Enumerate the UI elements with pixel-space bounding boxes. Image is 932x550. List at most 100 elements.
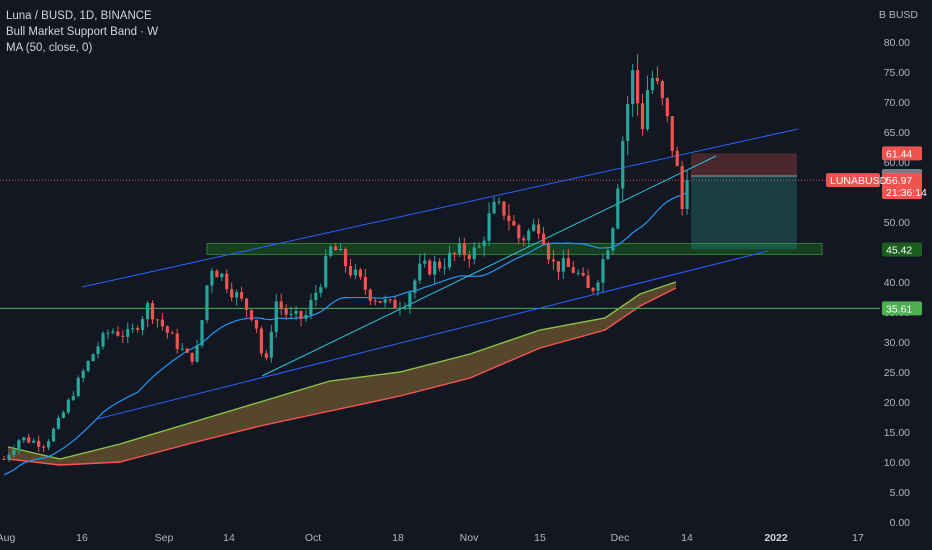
candle (235, 289, 239, 306)
candle-body (487, 213, 491, 241)
candle-body (532, 224, 536, 231)
candle-body (368, 289, 372, 301)
candle-body (348, 266, 353, 276)
candle (56, 415, 61, 430)
candle (670, 116, 674, 158)
candle (358, 267, 362, 281)
y-tick-label: 15.00 (884, 427, 910, 439)
candle (373, 297, 377, 306)
candle-body (685, 180, 689, 210)
candle-body (284, 308, 288, 315)
candle (423, 252, 427, 268)
candle (116, 326, 120, 337)
candle-body (403, 307, 407, 309)
candle-body (71, 396, 75, 400)
x-tick-label: 14 (223, 532, 235, 544)
candle (200, 319, 204, 348)
candle-body (551, 259, 556, 262)
candle (334, 243, 338, 251)
y-tick-label: 0.00 (890, 517, 911, 529)
indicator-bull-band[interactable]: Bull Market Support Band · W (6, 26, 159, 38)
candle-body (66, 399, 70, 413)
candle (86, 360, 90, 373)
y-tick-label: 65.00 (884, 127, 910, 139)
candle-body (210, 270, 214, 286)
candle (289, 306, 293, 319)
candle-body (106, 332, 110, 334)
candle-body (46, 441, 51, 448)
candle-body (398, 307, 402, 309)
candle (131, 323, 135, 334)
candle (37, 435, 41, 452)
candle (190, 352, 194, 366)
y-tick-label: 5.00 (890, 487, 911, 499)
candle (492, 196, 496, 215)
candle (101, 330, 105, 350)
price-tag-35.61: 35.61 (882, 301, 922, 316)
candle (170, 330, 174, 334)
candle (12, 445, 16, 459)
support-zone (206, 242, 823, 255)
y-tick-label: 75.00 (884, 67, 910, 79)
candle-body (497, 201, 501, 203)
candle-body (329, 246, 333, 256)
candle (46, 439, 51, 451)
candle-body (121, 335, 125, 337)
candle-body (314, 292, 318, 301)
x-tick-label: 14 (681, 532, 693, 544)
price-tag-label: 45.42 (886, 244, 912, 256)
candle-body (601, 259, 605, 283)
candle (299, 310, 303, 327)
candle (319, 283, 323, 298)
candle-body (244, 298, 249, 310)
candle-body (388, 299, 392, 301)
y-tick-label: 20.00 (884, 397, 910, 409)
symbol-title[interactable]: Luna / BUSD, 1D, BINANCE (6, 10, 152, 22)
candle-body (27, 437, 31, 443)
candle (368, 288, 372, 306)
candle (160, 313, 164, 331)
candle (329, 244, 333, 259)
candle-body (611, 228, 615, 251)
candle (680, 160, 684, 216)
candle (141, 315, 145, 336)
candle (353, 263, 358, 280)
candle (22, 436, 26, 443)
candle (388, 298, 392, 304)
candle (279, 293, 283, 316)
candle (527, 228, 531, 247)
candle-body (22, 437, 26, 441)
y-tick-label: 25.00 (884, 367, 910, 379)
candle-body (91, 354, 95, 362)
candle-body (586, 275, 590, 289)
candle-body (339, 248, 343, 251)
candle (42, 444, 46, 453)
candle (2, 456, 6, 460)
candle-body (423, 260, 427, 264)
candle (576, 269, 580, 276)
candle (467, 251, 471, 268)
candle-body (220, 273, 224, 278)
indicator-ma[interactable]: MA (50, close, 0) (6, 42, 93, 54)
candle-body (96, 346, 100, 355)
candle (210, 267, 214, 294)
candle-body (556, 261, 560, 272)
candle (150, 300, 155, 325)
candle-body (576, 272, 580, 274)
candle-body (378, 301, 382, 303)
candle (145, 300, 150, 328)
candle-body (319, 287, 323, 293)
candle-body (240, 292, 244, 299)
candle (348, 258, 353, 279)
candle (76, 375, 80, 398)
symbol-tag-bg (826, 173, 880, 188)
candle-body (581, 272, 585, 276)
candle-body (541, 233, 546, 245)
candle-body (492, 202, 496, 214)
candle (487, 202, 491, 247)
candle (596, 280, 600, 296)
candle (660, 79, 664, 106)
position-reward-zone (691, 176, 797, 250)
candle-body (596, 282, 600, 291)
